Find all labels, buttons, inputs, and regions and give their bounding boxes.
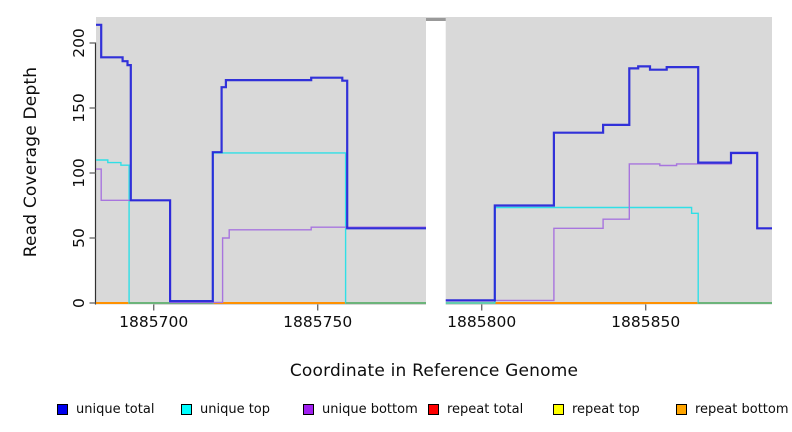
x-tick-label: 1885750 [283,313,352,331]
y-tick-label: 100 [70,158,88,188]
y-tick-label: 50 [70,228,88,248]
y-tick-label: 200 [70,28,88,58]
x-tick-label: 1885800 [447,313,516,331]
y-tick-label: 0 [70,298,88,308]
series-unique-top [96,152,772,304]
legend-swatch-repeat-total [428,403,439,415]
legend-swatch-repeat-top [553,403,564,415]
legend-item-unique-bottom: unique bottom [303,401,418,417]
y-axis-title: Read Coverage Depth [21,66,41,258]
legend-item-unique-top: unique top [181,401,270,417]
legend-label: repeat total [447,401,524,417]
coverage-gap [426,21,446,305]
legend-item-repeat-bottom: repeat bottom [676,401,789,417]
series-unique-total [96,23,772,303]
legend-label: unique total [76,401,155,417]
legend-swatch-unique-bottom [303,403,314,415]
legend-item-repeat-total: repeat total [428,401,523,417]
legend-label: unique top [200,401,271,417]
legend-swatch-unique-total [57,403,68,415]
legend-item-repeat-top: repeat top [553,401,640,417]
legend-item-unique-total: unique total [57,401,154,417]
y-tick-label: 150 [70,93,88,123]
legend-label: unique bottom [322,401,418,417]
x-axis-title: Coordinate in Reference Genome [289,361,579,381]
x-tick-label: 1885700 [119,313,188,331]
x-tick-label: 1885850 [611,313,680,331]
legend-swatch-unique-top [181,403,192,415]
legend-label: repeat bottom [695,401,789,417]
legend-swatch-repeat-bottom [676,403,687,415]
legend: unique total unique top unique bottom repea… [0,401,792,421]
series-unique-bottom [96,152,772,304]
legend-label: repeat top [572,401,640,417]
coverage-gap-cap [426,18,446,21]
